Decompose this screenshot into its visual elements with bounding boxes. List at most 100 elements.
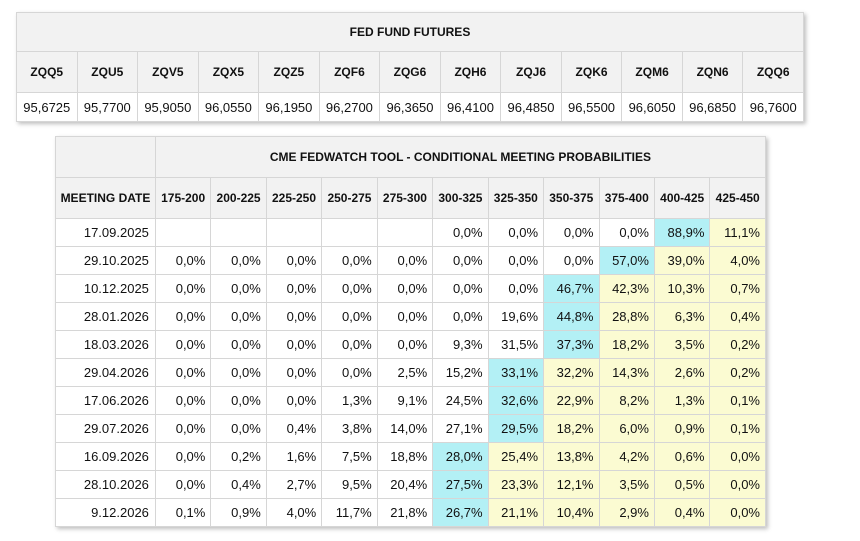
probability-cell: 0,1% [709,414,766,443]
probability-cell: 24,5% [432,386,489,415]
futures-code: ZQG6 [379,51,441,93]
probability-cell: 0,0% [432,274,489,303]
probability-cell: 13,8% [543,442,600,471]
probability-cell: 0,0% [598,218,655,247]
futures-code: ZQM6 [621,51,683,93]
probability-cell: 46,7% [543,274,600,303]
probability-cell: 0,4% [210,470,267,499]
probability-cell: 14,3% [598,358,655,387]
rate-range-header: 375-400 [598,177,655,219]
probability-cell: 1,6% [265,442,323,471]
meeting-date: 28.01.2026 [55,302,156,331]
probability-cell: 4,2% [598,442,655,471]
probability-cell: 0,4% [265,414,323,443]
meeting-row: 29.07.2026 0,0% 0,0% 0,4% 3,8% 14,0% 27,1% 29,5… [55,414,766,443]
rate-range-header: 300-325 [432,177,489,219]
probability-cell: 0,1% [154,498,212,527]
meeting-date: 17.09.2025 [55,218,156,247]
probability-cell: 0,0% [210,274,267,303]
probability-cell: 0,4% [709,302,766,331]
probability-cell: 0,0% [154,274,212,303]
probability-cell: 21,8% [376,498,434,527]
probability-cell: 0,0% [154,358,212,387]
probability-cell: 8,2% [598,386,655,415]
probability-cell: 0,0% [154,330,212,359]
rate-range-header: 250-275 [321,177,378,219]
probability-cell: 0,0% [321,330,378,359]
probability-cell [154,218,212,247]
futures-code: ZQF6 [318,51,381,93]
probability-cell: 25,4% [487,442,545,471]
rate-range-header: 425-450 [709,177,766,219]
probability-cell: 0,0% [376,302,434,331]
probability-cell: 0,0% [487,274,545,303]
futures-price-row: 95,6725 95,7700 95,9050 96,0550 96,1950 96,27… [16,92,804,122]
probability-cell: 31,5% [487,330,545,359]
probability-cell: 0,0% [321,274,378,303]
probability-cell: 18,8% [376,442,434,471]
probability-cell: 3,5% [598,470,655,499]
meeting-date: 10.12.2025 [55,274,156,303]
probability-cell: 22,9% [543,386,600,415]
probability-cell: 0,0% [487,218,545,247]
fedwatch-header-row: MEETING DATE 175-200 200-225 225-250 250-27… [55,177,766,219]
futures-code: ZQN6 [681,51,744,93]
rate-range-header: 200-225 [210,177,267,219]
probability-cell: 0,0% [265,274,323,303]
futures-price: 96,3650 [379,92,441,122]
meeting-date: 28.10.2026 [55,470,156,499]
probability-cell: 27,5% [432,470,489,499]
futures-code: ZQQ5 [16,51,78,93]
probability-cell: 0,0% [376,274,434,303]
probability-cell: 7,5% [321,442,378,471]
meeting-row: 29.04.2026 0,0% 0,0% 0,0% 0,0% 2,5% 15,2% 33,1%… [55,358,766,387]
rate-range-header: 325-350 [487,177,545,219]
futures-code: ZQK6 [560,51,623,93]
meeting-row: 10.12.2025 0,0% 0,0% 0,0% 0,0% 0,0% 0,0% 0,0% 46… [55,274,766,303]
probability-cell: 2,6% [653,358,711,387]
probability-cell: 0,2% [709,330,766,359]
futures-price: 96,2700 [318,92,381,122]
probability-cell: 2,9% [598,498,655,527]
probability-cell: 33,1% [487,358,545,387]
probability-cell: 9,3% [432,330,489,359]
probability-cell: 0,9% [653,414,711,443]
fed-fund-futures-table: FED FUND FUTURES ZQQ5 ZQU5 ZQV5 ZQX5 ZQZ5 ZQF… [16,12,804,122]
probability-cell [210,218,267,247]
probability-cell: 10,3% [653,274,711,303]
probability-cell: 21,1% [487,498,545,527]
probability-cell: 32,2% [543,358,600,387]
futures-code: ZQV5 [137,51,199,93]
probability-cell: 23,3% [487,470,545,499]
probability-cell [321,218,378,247]
probability-cell: 0,0% [154,302,212,331]
futures-price: 96,1950 [258,92,320,122]
probability-cell: 0,0% [321,358,378,387]
probability-cell: 9,1% [376,386,434,415]
probability-cell: 0,0% [210,386,267,415]
probability-cell: 28,8% [598,302,655,331]
probability-cell: 0,0% [265,386,323,415]
meeting-row: 18.03.2026 0,0% 0,0% 0,0% 0,0% 0,0% 9,3% 31,5% 3… [55,330,766,359]
probability-cell: 6,3% [653,302,711,331]
meeting-row: 9.12.2026 0,1% 0,9% 4,0% 11,7% 21,8% 26,7% 21,1… [55,498,766,527]
probability-cell: 0,6% [653,442,711,471]
probability-cell: 10,4% [543,498,600,527]
meeting-row: 17.06.2026 0,0% 0,0% 0,0% 1,3% 9,1% 24,5% 32,6%… [55,386,766,415]
probability-cell: 0,0% [265,358,323,387]
probability-cell: 88,9% [653,218,711,247]
probability-cell: 32,6% [487,386,545,415]
probability-cell: 11,7% [321,498,378,527]
probability-cell: 0,0% [321,302,378,331]
probability-cell: 0,0% [709,442,766,471]
probability-cell: 1,3% [653,386,711,415]
probability-cell: 0,2% [210,442,267,471]
probability-cell: 2,7% [265,470,323,499]
probability-cell: 0,0% [543,218,600,247]
futures-price: 96,4850 [500,92,562,122]
probability-cell: 39,0% [653,246,711,275]
rate-range-header: 225-250 [265,177,323,219]
fedwatch-title: CME FEDWATCH TOOL - CONDITIONAL MEETING … [154,136,767,178]
probability-cell: 1,3% [321,386,378,415]
meeting-date: 29.07.2026 [55,414,156,443]
